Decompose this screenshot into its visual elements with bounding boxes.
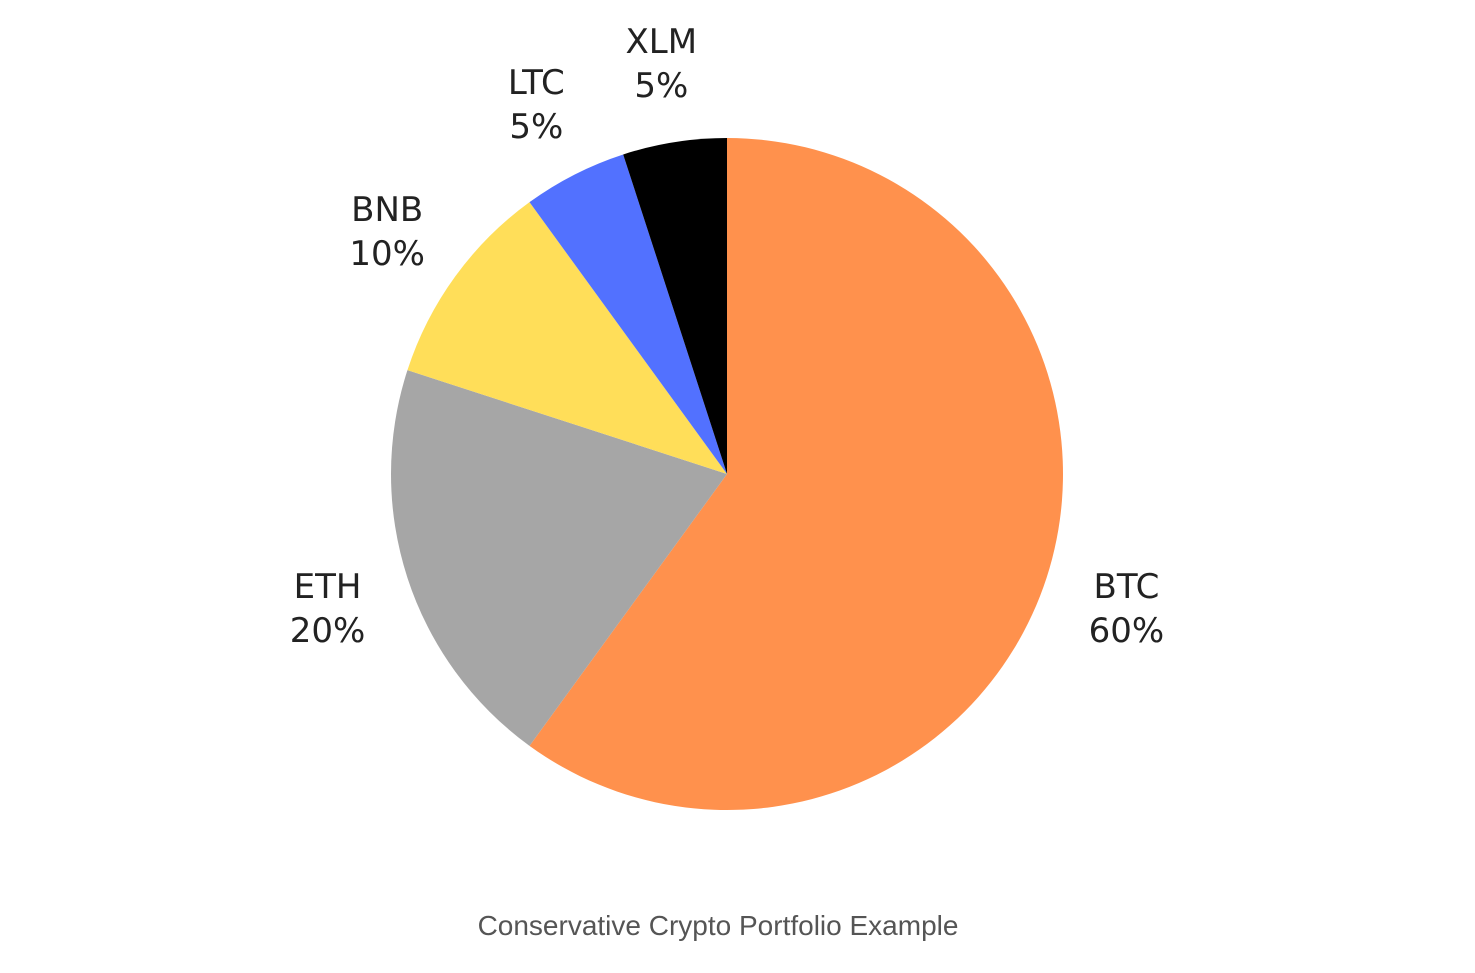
slice-label-percent: 10% [349,234,425,274]
chart-caption: Conservative Crypto Portfolio Example [0,910,1436,942]
slice-label-percent: 5% [509,107,563,147]
slice-label-percent: 20% [290,611,366,651]
slice-label-btc: BTC 60% [1089,567,1165,651]
slice-label-eth: ETH 20% [290,567,366,651]
slice-label-percent: 5% [634,66,688,106]
slice-label-xlm: XLM 5% [626,22,698,106]
slice-label-percent: 60% [1089,611,1165,651]
slice-label-ltc: LTC 5% [508,63,565,147]
slice-label-name: XLM [626,22,698,62]
pie-chart: BTC 60%ETH 20%BNB 10%LTC 5%XLM 5% [0,0,1475,880]
slice-label-bnb: BNB 10% [349,190,425,274]
slice-label-name: LTC [508,63,565,103]
slice-label-name: BTC [1094,567,1160,607]
slice-label-name: ETH [294,567,362,607]
slice-label-name: BNB [351,190,423,230]
pie-slices [391,138,1063,810]
